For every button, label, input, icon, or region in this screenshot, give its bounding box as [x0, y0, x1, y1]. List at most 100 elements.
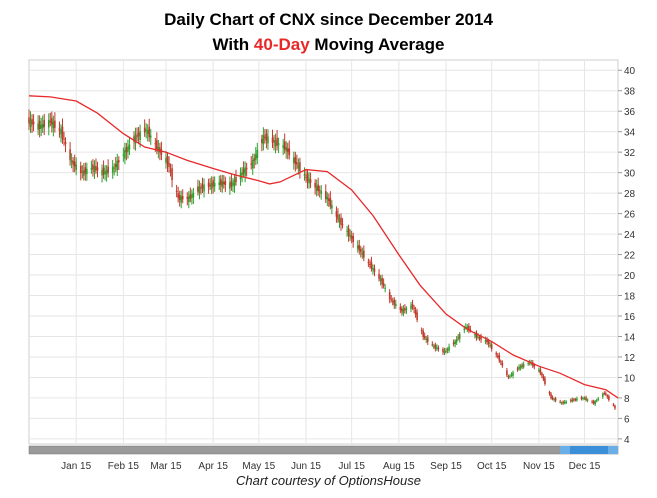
candle-body: [41, 123, 44, 129]
candle-body: [40, 124, 42, 129]
price-candle: [614, 404, 616, 410]
price-candle: [245, 162, 248, 177]
scrollbar-left-handle[interactable]: [560, 446, 570, 454]
price-candle: [81, 165, 84, 179]
candle-body: [582, 397, 584, 399]
price-candle: [608, 394, 610, 402]
moving-average: [28, 95, 619, 399]
price-candle: [562, 400, 565, 405]
candle-body: [207, 182, 210, 187]
candle-body: [251, 160, 254, 169]
price-candle: [60, 124, 62, 143]
candle-body: [31, 119, 33, 125]
price-candle: [352, 232, 354, 248]
candle-body: [134, 134, 137, 144]
price-candle: [391, 297, 394, 306]
price-candle: [92, 159, 94, 177]
candle-body: [373, 268, 376, 272]
price-candle: [318, 185, 321, 198]
price-candle: [145, 123, 147, 139]
candle-body: [363, 250, 365, 258]
candle-body: [267, 136, 269, 144]
candle-body: [565, 401, 568, 403]
price-candle: [122, 147, 125, 162]
y-tick-label: 38: [624, 87, 636, 98]
candle-body: [156, 140, 158, 150]
candle-body: [477, 336, 479, 338]
price-candle: [433, 343, 435, 350]
price-candle: [271, 129, 274, 149]
price-candle: [93, 160, 96, 179]
subtitle-highlight: 40-Day: [253, 35, 310, 54]
price-candle: [338, 214, 341, 228]
candle-body: [230, 181, 233, 187]
candle-body: [294, 156, 297, 165]
candle-body: [149, 135, 152, 138]
candle-body: [254, 154, 257, 160]
candle-body: [378, 273, 380, 279]
price-candle: [309, 172, 312, 189]
candle-body: [614, 405, 616, 409]
price-candle: [335, 206, 338, 223]
candle-body: [58, 128, 61, 131]
price-candle: [468, 323, 470, 334]
candle-body: [191, 194, 193, 199]
candle-body: [457, 337, 459, 339]
candle-body: [306, 173, 309, 182]
candle-body: [209, 184, 211, 186]
candle-body: [465, 326, 467, 328]
price-candle: [52, 115, 55, 137]
candle-body: [181, 196, 184, 200]
price-candle: [305, 170, 307, 183]
price-candle: [192, 187, 195, 204]
price-candle: [501, 360, 504, 368]
scrollbar-right-handle[interactable]: [608, 446, 618, 454]
candle-body: [382, 283, 385, 287]
price-candle: [363, 245, 365, 262]
price-candle: [186, 192, 189, 206]
candle-body: [186, 197, 189, 199]
candle-body: [601, 393, 604, 397]
price-candle: [96, 161, 99, 178]
y-tick-label: 40: [624, 66, 636, 77]
candle-body: [445, 350, 447, 352]
candle-body: [326, 196, 329, 200]
candle-body: [197, 186, 199, 192]
scrollbar-track[interactable]: [28, 445, 619, 455]
y-tick-label: 36: [624, 107, 636, 118]
price-candle: [212, 176, 214, 194]
price-candle: [554, 396, 557, 403]
candle-body: [597, 398, 600, 400]
candle-body: [335, 211, 338, 217]
price-candle: [189, 187, 192, 203]
candle-body: [370, 261, 373, 269]
candle-body: [433, 346, 435, 348]
price-candle: [265, 129, 268, 149]
candle-body: [264, 136, 266, 138]
price-candle: [47, 113, 50, 136]
candle-body: [480, 336, 482, 340]
price-candle: [169, 163, 172, 177]
candle-body: [484, 339, 487, 343]
price-candle: [175, 184, 178, 198]
price-candle: [137, 126, 140, 145]
candle-body: [401, 308, 403, 312]
candle-body: [293, 157, 295, 163]
price-candle: [521, 362, 523, 370]
candle-body: [541, 373, 543, 376]
chart-scrollbar[interactable]: [28, 445, 619, 455]
x-tick-label: Jan 15: [61, 461, 91, 472]
candle-body: [84, 167, 87, 174]
scrollbar-thumb[interactable]: [560, 446, 618, 454]
x-tick-label: Oct 15: [477, 461, 507, 472]
candle-body: [422, 330, 424, 338]
price-candle: [43, 113, 46, 136]
price-candle: [394, 299, 397, 309]
price-candle: [274, 133, 277, 154]
price-candle: [177, 186, 179, 203]
candle-body: [474, 334, 476, 336]
price-candle: [61, 118, 64, 144]
candle-body: [452, 342, 455, 345]
price-candle: [166, 152, 169, 173]
